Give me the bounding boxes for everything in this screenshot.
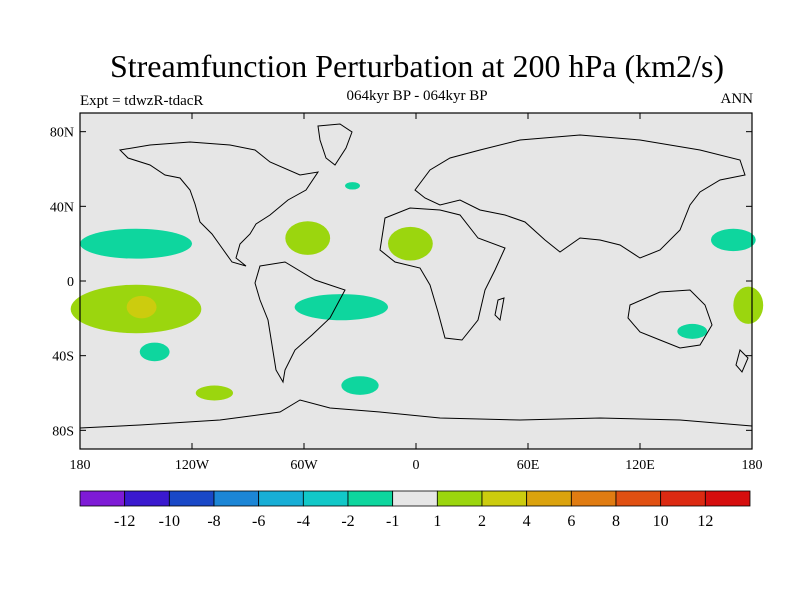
colorbar-swatch	[213, 490, 260, 507]
colorbar: -12 -10 -8 -6 -4 -2 -1 1 2 4 6 8 10 12	[79, 490, 751, 530]
anomaly-region-positive	[388, 226, 433, 261]
colorbar-swatch	[347, 490, 394, 507]
anomaly-region-negative	[345, 182, 360, 190]
colorbar-label: -2	[341, 513, 354, 530]
latitude-ticks: 80N 40N 0 40S 80S	[50, 126, 752, 439]
lon-tick-label: 120W	[175, 458, 210, 473]
lat-tick-label: 40S	[52, 350, 74, 365]
lon-tick-label: 120E	[625, 458, 655, 473]
experiment-label: Expt = tdwzR-tdacR	[80, 93, 204, 109]
colorbar-swatch	[258, 490, 304, 507]
anomaly-region-negative	[294, 294, 389, 321]
map-subtitle: 064kyr BP - 064kyr BP	[346, 88, 488, 104]
colorbar-swatch	[168, 490, 215, 507]
colorbar-swatch	[704, 490, 751, 507]
anomaly-region-negative	[677, 323, 708, 339]
colorbar-swatch	[79, 490, 126, 507]
lat-tick-label: 0	[67, 275, 74, 290]
colorbar-label: 1	[433, 513, 441, 530]
anomaly-region-negative	[710, 228, 756, 252]
lon-tick-label: 180	[70, 458, 91, 473]
anomaly-region-negative	[80, 228, 192, 259]
map-title: Streamfunction Perturbation at 200 hPa (…	[109, 48, 725, 84]
lon-tick-label: 60W	[290, 458, 318, 473]
colorbar-label: -4	[297, 513, 310, 530]
colorbar-swatch	[660, 490, 706, 507]
anomaly-region-positive	[285, 221, 331, 255]
coastline-africa	[379, 207, 506, 341]
anomaly-region-positive	[195, 385, 234, 401]
colorbar-label: 4	[523, 513, 531, 530]
colorbar-swatch	[124, 490, 170, 507]
colorbar-label: -6	[252, 513, 265, 530]
coastline-south-america	[254, 261, 346, 384]
anomaly-region-positive	[126, 295, 157, 319]
colorbar-swatch	[570, 490, 617, 507]
coastline-madagascar	[494, 297, 505, 322]
plot-area	[70, 112, 764, 450]
colorbar-label: -8	[207, 513, 220, 530]
ocean-background	[80, 113, 752, 449]
colorbar-label: 10	[653, 513, 669, 530]
colorbar-label: -10	[159, 513, 180, 530]
colorbar-label: 2	[478, 513, 486, 530]
colorbar-label: -12	[114, 513, 135, 530]
lat-tick-label: 40N	[50, 200, 74, 215]
lat-tick-label: 80S	[52, 424, 74, 439]
anomaly-region-negative	[139, 342, 170, 362]
coastline-eurasia	[414, 134, 746, 259]
coastline-new-zealand	[735, 349, 749, 373]
season-label: ANN	[720, 91, 754, 107]
colorbar-label: 6	[567, 513, 575, 530]
colorbar-swatch	[436, 490, 483, 507]
anomaly-regions	[70, 182, 764, 401]
colorbar-label: -1	[386, 513, 399, 530]
coastline-antarctica	[79, 399, 753, 429]
colorbar-swatch	[302, 490, 349, 507]
colorbar-swatch	[392, 490, 438, 507]
colorbar-label: 12	[697, 513, 713, 530]
anomaly-region-positive	[733, 286, 764, 324]
lon-tick-label: 60E	[517, 458, 540, 473]
lon-tick-label: 180	[742, 458, 763, 473]
colorbar-label: 8	[612, 513, 620, 530]
lon-tick-label: 0	[413, 458, 420, 473]
coastline-greenland	[317, 123, 353, 166]
lat-tick-label: 80N	[50, 126, 74, 141]
coastlines	[79, 123, 753, 429]
coastline-australia	[627, 289, 713, 349]
coastline-north-america	[118, 141, 320, 267]
colorbar-swatch	[526, 490, 572, 507]
colorbar-swatch	[615, 490, 662, 507]
anomaly-region-negative	[341, 376, 379, 395]
colorbar-swatch	[481, 490, 528, 507]
longitude-ticks: 180 120W 60W 0 60E 120E 180	[70, 113, 763, 473]
